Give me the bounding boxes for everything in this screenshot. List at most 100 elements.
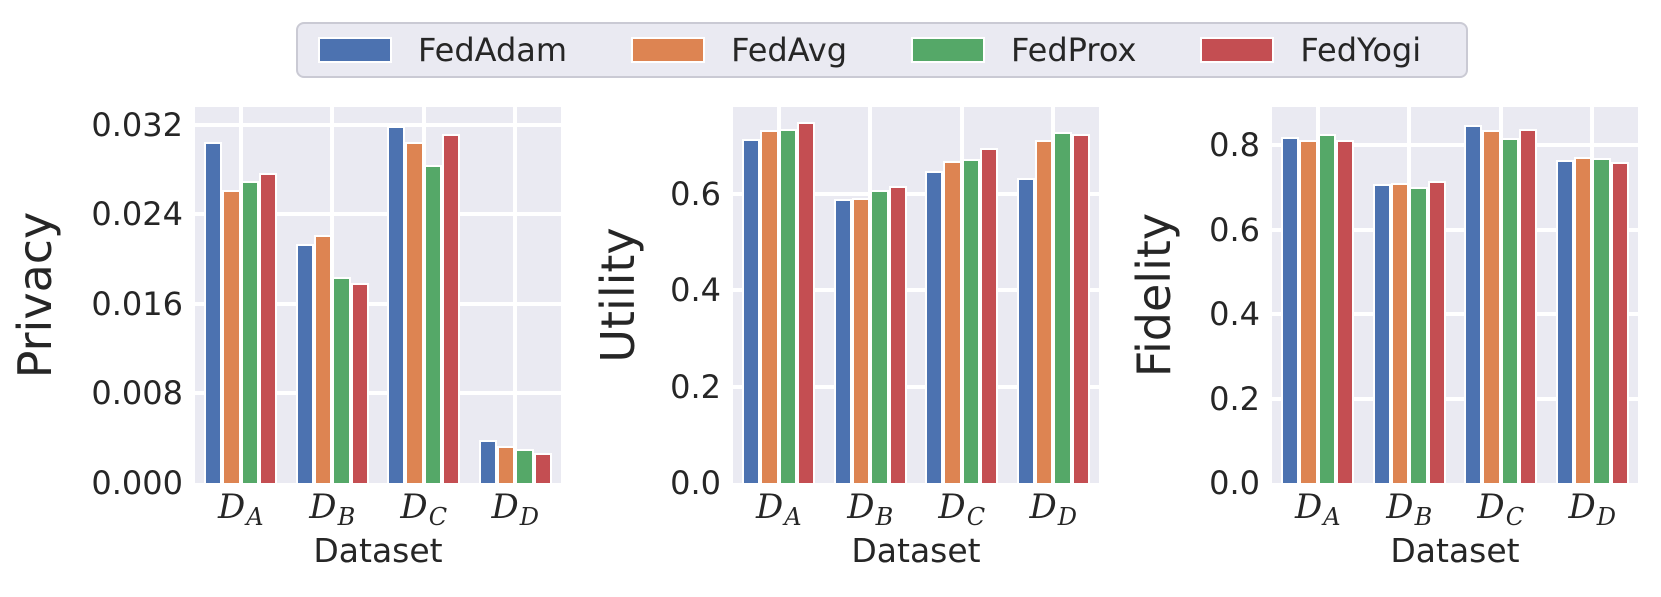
x-tick-label-dd: DD	[1029, 490, 1077, 529]
legend-item-fedadam: FedAdam	[318, 34, 567, 66]
dataset-subscript: A	[1323, 503, 1341, 531]
dataset-subscript: A	[246, 503, 264, 531]
bar-fedadam-da	[742, 138, 761, 483]
x-tick-label-dc: DC	[938, 490, 985, 529]
y-tick-label: 0.0	[670, 464, 721, 502]
legend-label-fedprox: FedProx	[1011, 31, 1137, 69]
dataset-symbol: D	[1477, 487, 1505, 527]
bar-fedprox-dc	[1500, 138, 1520, 483]
legend: FedAdam FedAvg FedProx FedYogi	[296, 22, 1468, 78]
bar-fedadam-da	[204, 141, 223, 483]
x-tick-label-dd: DD	[1568, 490, 1616, 529]
bar-fedadam-db	[295, 243, 314, 483]
bar-fedyogi-dc	[1519, 129, 1538, 483]
dataset-symbol: D	[491, 487, 519, 527]
bar-fedavg-db	[851, 198, 871, 483]
bar-fedavg-dc	[1482, 130, 1501, 483]
dataset-subscript: A	[784, 503, 802, 531]
gridline-horizontal	[195, 391, 561, 396]
gridline-horizontal	[195, 212, 561, 217]
bar-fedprox-dd	[515, 449, 534, 483]
bar-fedyogi-da	[797, 121, 816, 483]
dataset-symbol: D	[938, 487, 966, 527]
x-tick-label-da: DA	[1295, 490, 1341, 529]
x-tick-label-dd: DD	[491, 490, 539, 529]
bar-fedadam-dd	[1016, 177, 1035, 483]
x-tick-label-dc: DC	[1477, 490, 1524, 529]
subplot-privacy: Privacy 0.000 0.008 0.016 0.024 0.032 DA DB DC DD…	[8, 107, 561, 567]
subplot-fidelity: Fidelity 0.0 0.2 0.4 0.6 0.8 DA DB DC DD Dataset	[1127, 107, 1638, 567]
dataset-subscript: C	[428, 503, 448, 531]
y-tick-label: 0.0	[1209, 464, 1260, 502]
bar-fedavg-dd	[1573, 156, 1593, 483]
legend-label-fedyogi: FedYogi	[1300, 31, 1422, 69]
dataset-symbol: D	[755, 487, 784, 527]
dataset-symbol: D	[847, 487, 875, 527]
dataset-subscript: D	[519, 503, 540, 531]
x-tick-label-db: DB	[309, 490, 355, 529]
dataset-symbol: D	[217, 487, 246, 527]
bar-fedprox-db	[1409, 186, 1428, 483]
gridline-horizontal	[733, 288, 1099, 293]
subplot-utility: Utility 0.0 0.2 0.4 0.6 DA DB DC DD Dataset	[591, 107, 1099, 567]
x-tick-label-dc: DC	[400, 490, 447, 529]
gridline-horizontal	[733, 384, 1099, 389]
x-axis-label-dataset: Dataset	[851, 531, 981, 570]
dataset-subscript: D	[1596, 503, 1617, 531]
y-tick-label: 0.2	[670, 367, 721, 406]
dataset-subscript: D	[1057, 503, 1078, 531]
dataset-symbol: D	[1029, 487, 1057, 527]
dataset-symbol: D	[1568, 487, 1596, 527]
x-axis-label-dataset: Dataset	[1390, 531, 1520, 570]
bar-fedavg-dc	[943, 161, 962, 483]
bar-fedavg-dd	[496, 446, 516, 483]
bar-fedprox-db	[870, 190, 889, 483]
bar-fedprox-dc	[423, 165, 443, 483]
gridline-horizontal	[1272, 312, 1638, 316]
bar-fedprox-dd	[1053, 132, 1072, 483]
y-tick-label: 0.6	[1209, 210, 1260, 249]
dataset-symbol: D	[1386, 487, 1414, 527]
fedprox-swatch-icon	[911, 37, 985, 63]
x-tick-label-da: DA	[756, 490, 802, 529]
dataset-symbol: D	[400, 487, 428, 527]
bar-fedyogi-da	[259, 173, 278, 483]
bar-fedadam-dd	[1555, 160, 1574, 483]
gridline-vertical	[513, 107, 518, 483]
y-tick-label: 0.4	[670, 271, 721, 310]
y-tick-label: 0.000	[91, 464, 183, 502]
bar-fedprox-db	[332, 277, 351, 483]
gridline-horizontal	[733, 191, 1099, 196]
bar-fedadam-dc	[387, 126, 406, 483]
bar-fedadam-dc	[1464, 125, 1483, 483]
bar-fedadam-db	[1372, 184, 1391, 483]
legend-label-fedavg: FedAvg	[731, 31, 847, 69]
fedyogi-swatch-icon	[1200, 37, 1275, 63]
bar-fedyogi-dd	[1610, 161, 1629, 483]
x-tick-label-da: DA	[218, 490, 264, 529]
legend-label-fedadam: FedAdam	[418, 31, 568, 69]
bar-fedavg-da	[760, 130, 779, 483]
dataset-symbol: D	[1294, 487, 1323, 527]
bar-fedavg-dd	[1034, 140, 1054, 483]
gridline-horizontal	[1272, 396, 1638, 401]
gridline-horizontal	[195, 301, 561, 306]
bar-fedprox-dd	[1592, 157, 1611, 483]
y-tick-label: 0.024	[91, 195, 183, 234]
bar-fedavg-db	[1390, 182, 1410, 483]
bar-fedavg-db	[313, 234, 333, 483]
fedadam-swatch-icon	[318, 37, 392, 63]
bar-fedyogi-db	[888, 186, 907, 483]
bar-fedadam-da	[1281, 137, 1300, 483]
bar-fedprox-da	[240, 180, 260, 483]
bar-fedyogi-db	[1427, 181, 1446, 483]
bar-fedavg-da	[1299, 139, 1318, 483]
legend-item-fedavg: FedAvg	[631, 34, 847, 66]
dataset-subscript: B	[875, 503, 894, 531]
dataset-symbol: D	[309, 487, 337, 527]
y-tick-label: 0.032	[91, 105, 183, 144]
y-tick-label: 0.8	[1209, 126, 1260, 165]
bar-fedyogi-dc	[442, 133, 461, 483]
y-tick-label: 0.2	[1209, 379, 1260, 418]
x-tick-label-db: DB	[847, 490, 893, 529]
